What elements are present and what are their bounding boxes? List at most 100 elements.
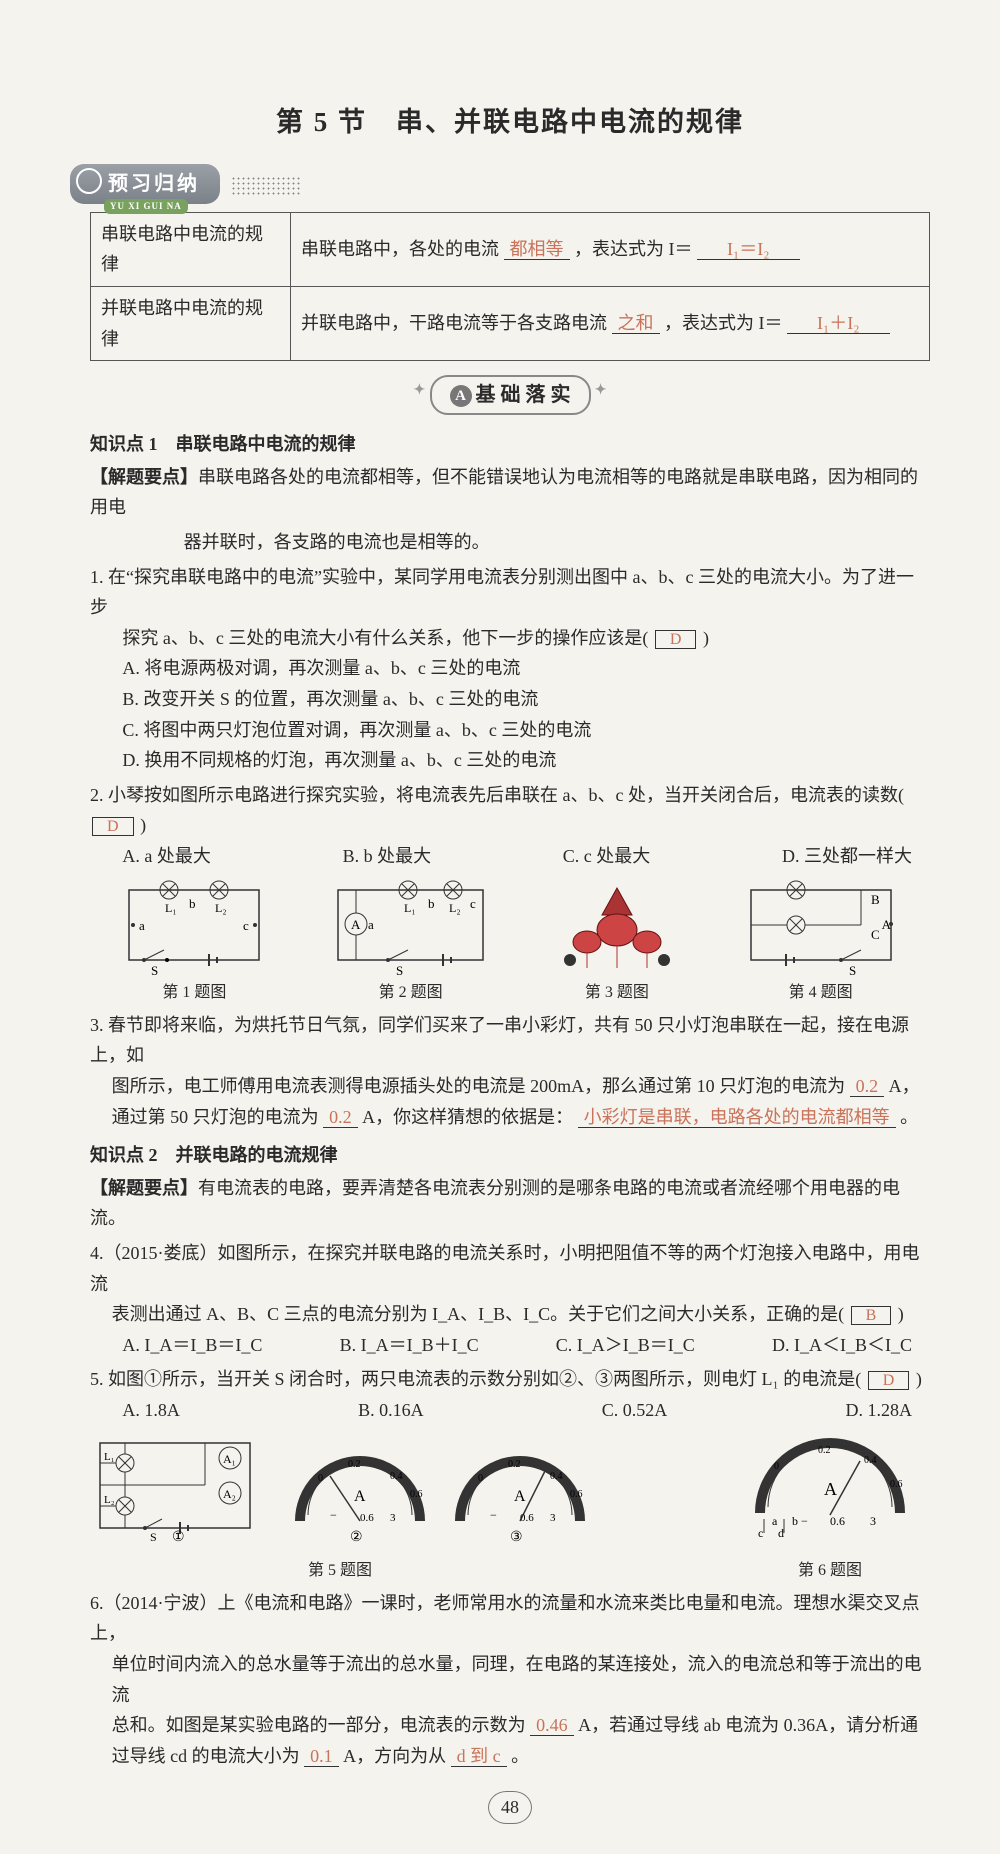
answer-box: D bbox=[868, 1371, 910, 1390]
option-c: C. 0.52A bbox=[602, 1395, 668, 1426]
svg-text:0.6: 0.6 bbox=[410, 1489, 423, 1500]
options-row: A. 1.8A B. 0.16A C. 0.52A D. 1.28A bbox=[90, 1395, 930, 1426]
page-number: 48 bbox=[90, 1791, 930, 1824]
q-line: 探究 a、b、c 三处的电流大小有什么关系，他下一步的操作应该是( D ) bbox=[90, 623, 930, 654]
svg-text:0.2: 0.2 bbox=[508, 1459, 521, 1470]
text: A，你这样猜想的依据是： bbox=[362, 1107, 573, 1127]
q-line: 过导线 cd 的电流大小为 0.1 A，方向为从 d 到 c 。 bbox=[90, 1741, 930, 1772]
cell-label: 并联电路中电流的规律 bbox=[91, 287, 291, 361]
page-number-value: 48 bbox=[488, 1791, 532, 1824]
svg-text:A: A bbox=[351, 917, 361, 932]
blank: 0.2 bbox=[323, 1107, 358, 1128]
keypoint-line2: 器并联时，各支路的电流也是相等的。 bbox=[90, 527, 930, 558]
svg-text:L₁: L₁ bbox=[404, 901, 416, 915]
figure-4: BC A S 第 4 题图 bbox=[741, 880, 901, 1006]
blank: d 到 c bbox=[451, 1746, 507, 1767]
q-line: 3. 春节即将来临，为烘托节日气氛，同学们买来了一串小彩灯，共有 50 只小灯泡… bbox=[90, 1010, 930, 1071]
figure-1: L₁L₂ b a c S 第 1 题图 bbox=[119, 880, 269, 1006]
svg-text:0.4: 0.4 bbox=[390, 1471, 403, 1482]
svg-text:S: S bbox=[849, 963, 856, 975]
text: ，表达式为 I＝ bbox=[664, 313, 783, 333]
table-row: 串联电路中电流的规律 串联电路中，各处的电流 都相等 ，表达式为 I＝ I₁＝I… bbox=[91, 212, 930, 286]
text: 。 bbox=[511, 1746, 529, 1766]
option-d: D. 换用不同规格的灯泡，再次测量 a、b、c 三处的电流 bbox=[122, 745, 930, 776]
section-title: 第 5 节 串、并联电路中电流的规律 bbox=[90, 100, 930, 146]
option-d: D. 1.28A bbox=[845, 1395, 912, 1426]
meter-icon: A 00.20.40.6 ab − 0.63 cd bbox=[730, 1433, 930, 1543]
svg-text:①: ① bbox=[172, 1530, 185, 1543]
keypoint-tag: 【解题要点】 bbox=[90, 467, 198, 487]
answer: D bbox=[107, 818, 119, 835]
figure-caption: 第 5 题图 bbox=[90, 1557, 590, 1584]
svg-text:C: C bbox=[871, 927, 880, 942]
table-row: 并联电路中电流的规律 并联电路中，干路电流等于各支路电流 之和 ，表达式为 I＝… bbox=[91, 287, 930, 361]
answer: D bbox=[670, 631, 682, 648]
keypoint: 【解题要点】有电流表的电路，要弄清楚各电流表分别测的是哪条电路的电流或者流经哪个… bbox=[90, 1173, 930, 1234]
cell-label: 串联电路中电流的规律 bbox=[91, 212, 291, 286]
options-row: A. a 处最大 B. b 处最大 C. c 处最大 D. 三处都一样大 bbox=[90, 841, 930, 872]
option-b: B. 0.16A bbox=[358, 1395, 424, 1426]
blank: 都相等 bbox=[504, 239, 570, 260]
cell-content: 串联电路中，各处的电流 都相等 ，表达式为 I＝ I₁＝I₂ bbox=[291, 212, 930, 286]
figure-2: L₁L₂ A a bc S 第 2 题图 bbox=[328, 880, 493, 1006]
q-text: 2. 小琴按如图所示电路进行探究实验，将电流表先后串联在 a、b、c 处，当开关… bbox=[90, 785, 904, 805]
pill-letter: A bbox=[450, 385, 472, 407]
text: ) bbox=[898, 1304, 904, 1324]
figure-caption: 第 4 题图 bbox=[741, 979, 901, 1006]
svg-text:A: A bbox=[824, 1479, 837, 1499]
blank: 小彩灯是串联，电路各处的电流都相等 bbox=[578, 1107, 896, 1128]
text: 过导线 cd 的电流大小为 bbox=[112, 1746, 300, 1766]
svg-text:0.2: 0.2 bbox=[818, 1445, 831, 1456]
ribbon-sub: YU XI GUI NA bbox=[104, 199, 188, 214]
svg-text:0.6: 0.6 bbox=[360, 1512, 374, 1524]
option-d: D. I_A＜I_B＜I_C bbox=[772, 1330, 912, 1361]
pill-text: 基 础 落 实 bbox=[476, 384, 571, 406]
option-d: D. 三处都一样大 bbox=[782, 841, 912, 872]
answer: D bbox=[883, 1372, 895, 1389]
text: 并联电路中，干路电流等于各支路电流 bbox=[301, 313, 607, 333]
svg-text:3: 3 bbox=[390, 1512, 396, 1524]
summary-table: 串联电路中电流的规律 串联电路中，各处的电流 都相等 ，表达式为 I＝ I₁＝I… bbox=[90, 212, 930, 361]
svg-text:S: S bbox=[150, 1530, 157, 1543]
text: ) bbox=[703, 628, 709, 648]
svg-text:a: a bbox=[139, 918, 145, 933]
svg-text:0.4: 0.4 bbox=[864, 1455, 877, 1466]
text: 总和。如图是某实验电路的一部分，电流表的示数为 bbox=[112, 1715, 526, 1735]
svg-text:L₂: L₂ bbox=[104, 1494, 115, 1506]
text: 。 bbox=[900, 1107, 918, 1127]
text: A，方向为从 bbox=[343, 1746, 446, 1766]
q-line: 图所示，电工师傅用电流表测得电源插头处的电流是 200mA，那么通过第 10 只… bbox=[90, 1071, 930, 1102]
keypoint-text: 串联电路各处的电流都相等，但不能错误地认为电流相等的电路就是串联电路，因为相同的… bbox=[90, 467, 918, 518]
text: 串联电路中，各处的电流 bbox=[301, 239, 499, 259]
answer-box: B bbox=[851, 1306, 892, 1325]
svg-text:A: A bbox=[354, 1488, 366, 1505]
svg-text:0: 0 bbox=[318, 1473, 323, 1484]
svg-text:b: b bbox=[189, 896, 196, 911]
svg-text:0.6: 0.6 bbox=[830, 1514, 845, 1528]
figure-row-1: L₁L₂ b a c S 第 1 题图 L₁L₂ A a bc S 第 2 题图 bbox=[90, 880, 930, 1006]
svg-text:A₂: A₂ bbox=[223, 1487, 236, 1501]
answer-box: D bbox=[92, 817, 134, 836]
svg-text:c: c bbox=[758, 1526, 763, 1540]
figure-caption: 第 1 题图 bbox=[119, 979, 269, 1006]
q-line: 通过第 50 只灯泡的电流为 0.2 A，你这样猜想的依据是： 小彩灯是串联，电… bbox=[90, 1102, 930, 1133]
blank: 0.46 bbox=[530, 1715, 574, 1736]
svg-text:A: A bbox=[514, 1488, 526, 1505]
q-line: 总和。如图是某实验电路的一部分，电流表的示数为 0.46 A，若通过导线 ab … bbox=[90, 1710, 930, 1741]
figure-caption: 第 6 题图 bbox=[730, 1557, 930, 1584]
option-b: B. I_A＝I_B＋I_C bbox=[340, 1330, 479, 1361]
text: A，若通过导线 ab 电流为 0.36A，请分析通 bbox=[578, 1715, 918, 1735]
question-5: 5. 如图①所示，当开关 S 闭合时，两只电流表的示数分别如②、③两图所示，则电… bbox=[90, 1364, 930, 1425]
q-line: 1. 在“探究串联电路中的电流”实验中，某同学用电流表分别测出图中 a、b、c … bbox=[90, 562, 930, 623]
keypoint-tag: 【解题要点】 bbox=[90, 1178, 198, 1198]
svg-text:L₂: L₂ bbox=[449, 901, 461, 915]
options-row: A. I_A＝I_B＝I_C B. I_A＝I_B＋I_C C. I_A＞I_B… bbox=[90, 1330, 930, 1361]
question-1: 1. 在“探究串联电路中的电流”实验中，某同学用电流表分别测出图中 a、b、c … bbox=[90, 562, 930, 776]
svg-text:S: S bbox=[151, 963, 158, 975]
option-a: A. 1.8A bbox=[122, 1395, 180, 1426]
svg-text:a: a bbox=[368, 917, 374, 932]
section-pill: A基 础 落 实 bbox=[90, 375, 930, 415]
q-text: 5. 如图①所示，当开关 S 闭合时，两只电流表的示数分别如②、③两图所示，则电… bbox=[90, 1369, 861, 1389]
blank: 之和 bbox=[612, 313, 660, 334]
svg-text:B: B bbox=[871, 892, 880, 907]
